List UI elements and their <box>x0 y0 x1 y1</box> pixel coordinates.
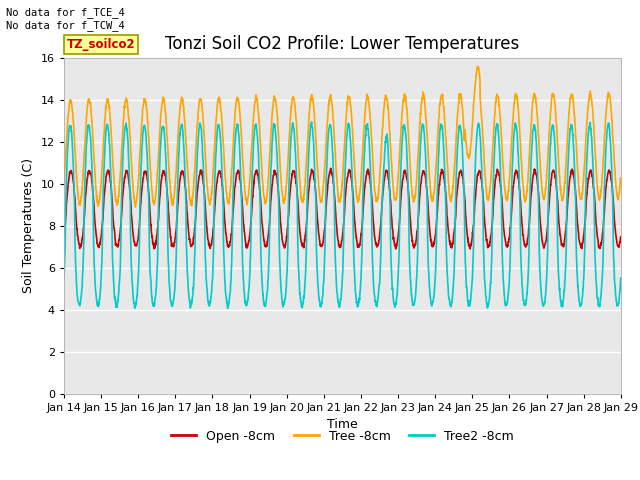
Tree2 -8cm <box>617 275 625 281</box>
Tree -8cm <box>617 176 625 182</box>
Open -8cm <box>617 234 625 240</box>
Text: No data for f_TCE_4
No data for f_TCW_4: No data for f_TCE_4 No data for f_TCW_4 <box>6 7 125 31</box>
Tree -8cm <box>371 188 379 194</box>
Tree -8cm <box>216 96 223 101</box>
Tree2 -8cm <box>584 143 591 149</box>
Open -8cm <box>216 168 223 174</box>
Line: Tree2 -8cm: Tree2 -8cm <box>64 122 621 308</box>
Tree2 -8cm <box>359 192 367 198</box>
Line: Open -8cm: Open -8cm <box>64 168 621 249</box>
Tree2 -8cm <box>224 305 232 311</box>
Tree -8cm <box>132 204 140 210</box>
Tree -8cm <box>584 109 591 115</box>
Open -8cm <box>505 239 513 245</box>
Y-axis label: Soil Temperatures (C): Soil Temperatures (C) <box>22 158 35 293</box>
Open -8cm <box>371 234 379 240</box>
Title: Tonzi Soil CO2 Profile: Lower Temperatures: Tonzi Soil CO2 Profile: Lower Temperatur… <box>165 35 520 53</box>
Tree2 -8cm <box>216 124 223 130</box>
Tree2 -8cm <box>308 119 316 125</box>
Tree2 -8cm <box>505 288 513 293</box>
Open -8cm <box>60 232 68 238</box>
Open -8cm <box>584 184 591 190</box>
Legend: Open -8cm, Tree -8cm, Tree2 -8cm: Open -8cm, Tree -8cm, Tree2 -8cm <box>166 425 519 448</box>
Open -8cm <box>568 166 576 172</box>
Tree2 -8cm <box>60 275 68 281</box>
Tree2 -8cm <box>568 125 576 131</box>
Open -8cm <box>359 216 367 221</box>
Tree -8cm <box>359 149 367 155</box>
Open -8cm <box>327 166 335 171</box>
Open -8cm <box>467 246 474 252</box>
Line: Tree -8cm: Tree -8cm <box>64 66 621 207</box>
Tree2 -8cm <box>371 299 379 305</box>
Text: TZ_soilco2: TZ_soilco2 <box>67 38 136 51</box>
X-axis label: Time: Time <box>327 418 358 431</box>
Tree -8cm <box>474 63 482 69</box>
Tree -8cm <box>60 180 68 186</box>
Tree -8cm <box>568 93 576 99</box>
Tree -8cm <box>505 188 513 194</box>
